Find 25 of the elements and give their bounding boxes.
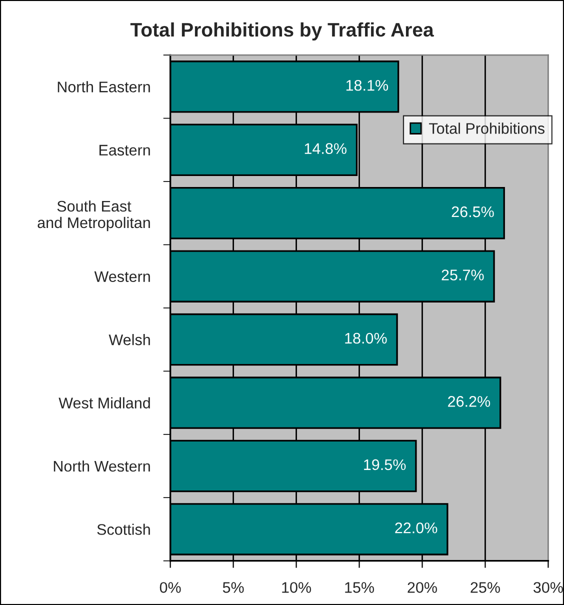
x-tick-label: 30% <box>534 582 563 593</box>
data-label: 26.2% <box>448 396 490 407</box>
y-tick-label: Scottish <box>97 524 150 535</box>
y-tick-label: South East and Metropolitan <box>38 200 150 232</box>
x-tick-label: 20% <box>408 582 437 593</box>
x-tick-label: 15% <box>345 582 374 593</box>
data-label: 22.0% <box>395 522 438 534</box>
y-tick-label: West Midland <box>58 397 150 408</box>
data-label: 18.0% <box>345 332 387 344</box>
data-label: 26.5% <box>452 206 494 218</box>
data-label: 18.1% <box>346 80 388 91</box>
data-label: 14.8% <box>304 143 346 154</box>
y-tick-label: Welsh <box>108 334 150 346</box>
y-tick-label: North Eastern <box>58 81 150 92</box>
chart-title: Total Prohibitions by Traffic Area <box>130 22 434 41</box>
legend-label: Total Prohibitions <box>429 122 544 134</box>
x-tick-label: 10% <box>282 582 312 593</box>
x-tick-label: 0% <box>160 582 181 593</box>
data-label: 19.5% <box>364 459 406 470</box>
y-tick-label: Western <box>94 271 150 282</box>
x-tick-label: 25% <box>470 582 500 593</box>
y-tick-label: Eastern <box>99 144 150 156</box>
x-tick-label: 5% <box>222 582 244 593</box>
y-tick-label: North Western <box>54 460 150 472</box>
data-label: 25.7% <box>442 270 484 280</box>
